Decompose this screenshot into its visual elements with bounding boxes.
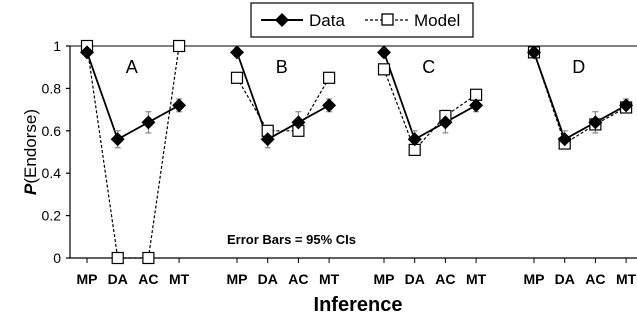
model-series-line [383,69,477,152]
panel-b: B [230,45,337,149]
x-tick-label: AC [138,271,158,287]
y-tick-label: 0.2 [42,208,62,224]
data-point [230,45,244,60]
data-series-line [533,52,627,141]
y-tick-label: 0.8 [42,80,62,96]
panel-label: B [276,57,288,77]
data-point [322,98,337,113]
error-bars-annotation: Error Bars = 95% CIs [227,232,356,247]
legend-model-label: Model [414,11,460,30]
model-point [230,71,244,84]
data-point [260,132,275,147]
y-tick-label: 0 [53,250,61,266]
panel-a: A [80,39,187,265]
legend-data-marker [275,13,289,27]
x-tick-label: MP [227,271,248,287]
x-tick-label: DA [258,271,278,287]
legend-model-marker [381,13,394,26]
legend: Data Model [250,2,474,38]
model-point [142,251,155,265]
data-point [407,132,422,147]
y-axis-title: P(Endorse) [21,109,40,195]
x-tick-label: DA [405,271,425,287]
panel-c: C [377,45,484,156]
panels: A B C D [80,39,634,265]
y-tick-label: 0.6 [42,123,62,139]
model-point [111,251,124,265]
data-point [80,45,94,60]
x-tick-label: MT [169,271,190,287]
model-point [323,71,336,84]
x-tick-label: MT [616,271,637,287]
data-point [619,98,634,113]
data-point [141,115,156,130]
x-tick-label: DA [555,271,575,287]
data-series-line [236,52,330,141]
panel-label: D [572,57,585,77]
panel-d: D [527,45,634,150]
data-point [377,45,391,60]
y-tick-label: 0.4 [42,165,62,181]
model-series-line [236,77,330,132]
panel-label: C [422,57,435,77]
x-tick-label: AC [435,271,455,287]
data-point [110,132,125,147]
x-ticks: MP DA AC MT MP DA AC MT MP DA AC MT MP DA AC MT [77,258,637,287]
data-point [557,132,572,147]
y-ticks: 0 0.2 0.4 0.6 0.8 1 [42,38,70,266]
data-point [291,115,306,130]
data-point [438,115,453,130]
data-series-line [86,52,180,141]
x-tick-label: MP [374,271,395,287]
y-axis-title-italic: P [21,183,40,195]
x-tick-label: MT [319,271,340,287]
legend-data-label: Data [309,11,345,30]
data-point [588,115,603,130]
data-point [469,98,484,113]
data-series-line [383,52,477,141]
y-tick-label: 1 [53,38,61,54]
x-tick-label: MP [77,271,98,287]
x-tick-label: DA [108,271,128,287]
data-point [527,45,541,60]
y-axis-title-rest: (Endorse) [21,109,40,184]
x-tick-label: AC [288,271,308,287]
panel-label: A [126,57,138,77]
x-tick-label: AC [585,271,605,287]
model-point [173,39,186,53]
data-point [172,98,187,113]
x-tick-label: MT [466,271,487,287]
x-tick-label: MP [524,271,545,287]
x-axis-title: Inference [314,294,403,316]
model-point [377,63,391,76]
model-series-line [86,45,180,259]
